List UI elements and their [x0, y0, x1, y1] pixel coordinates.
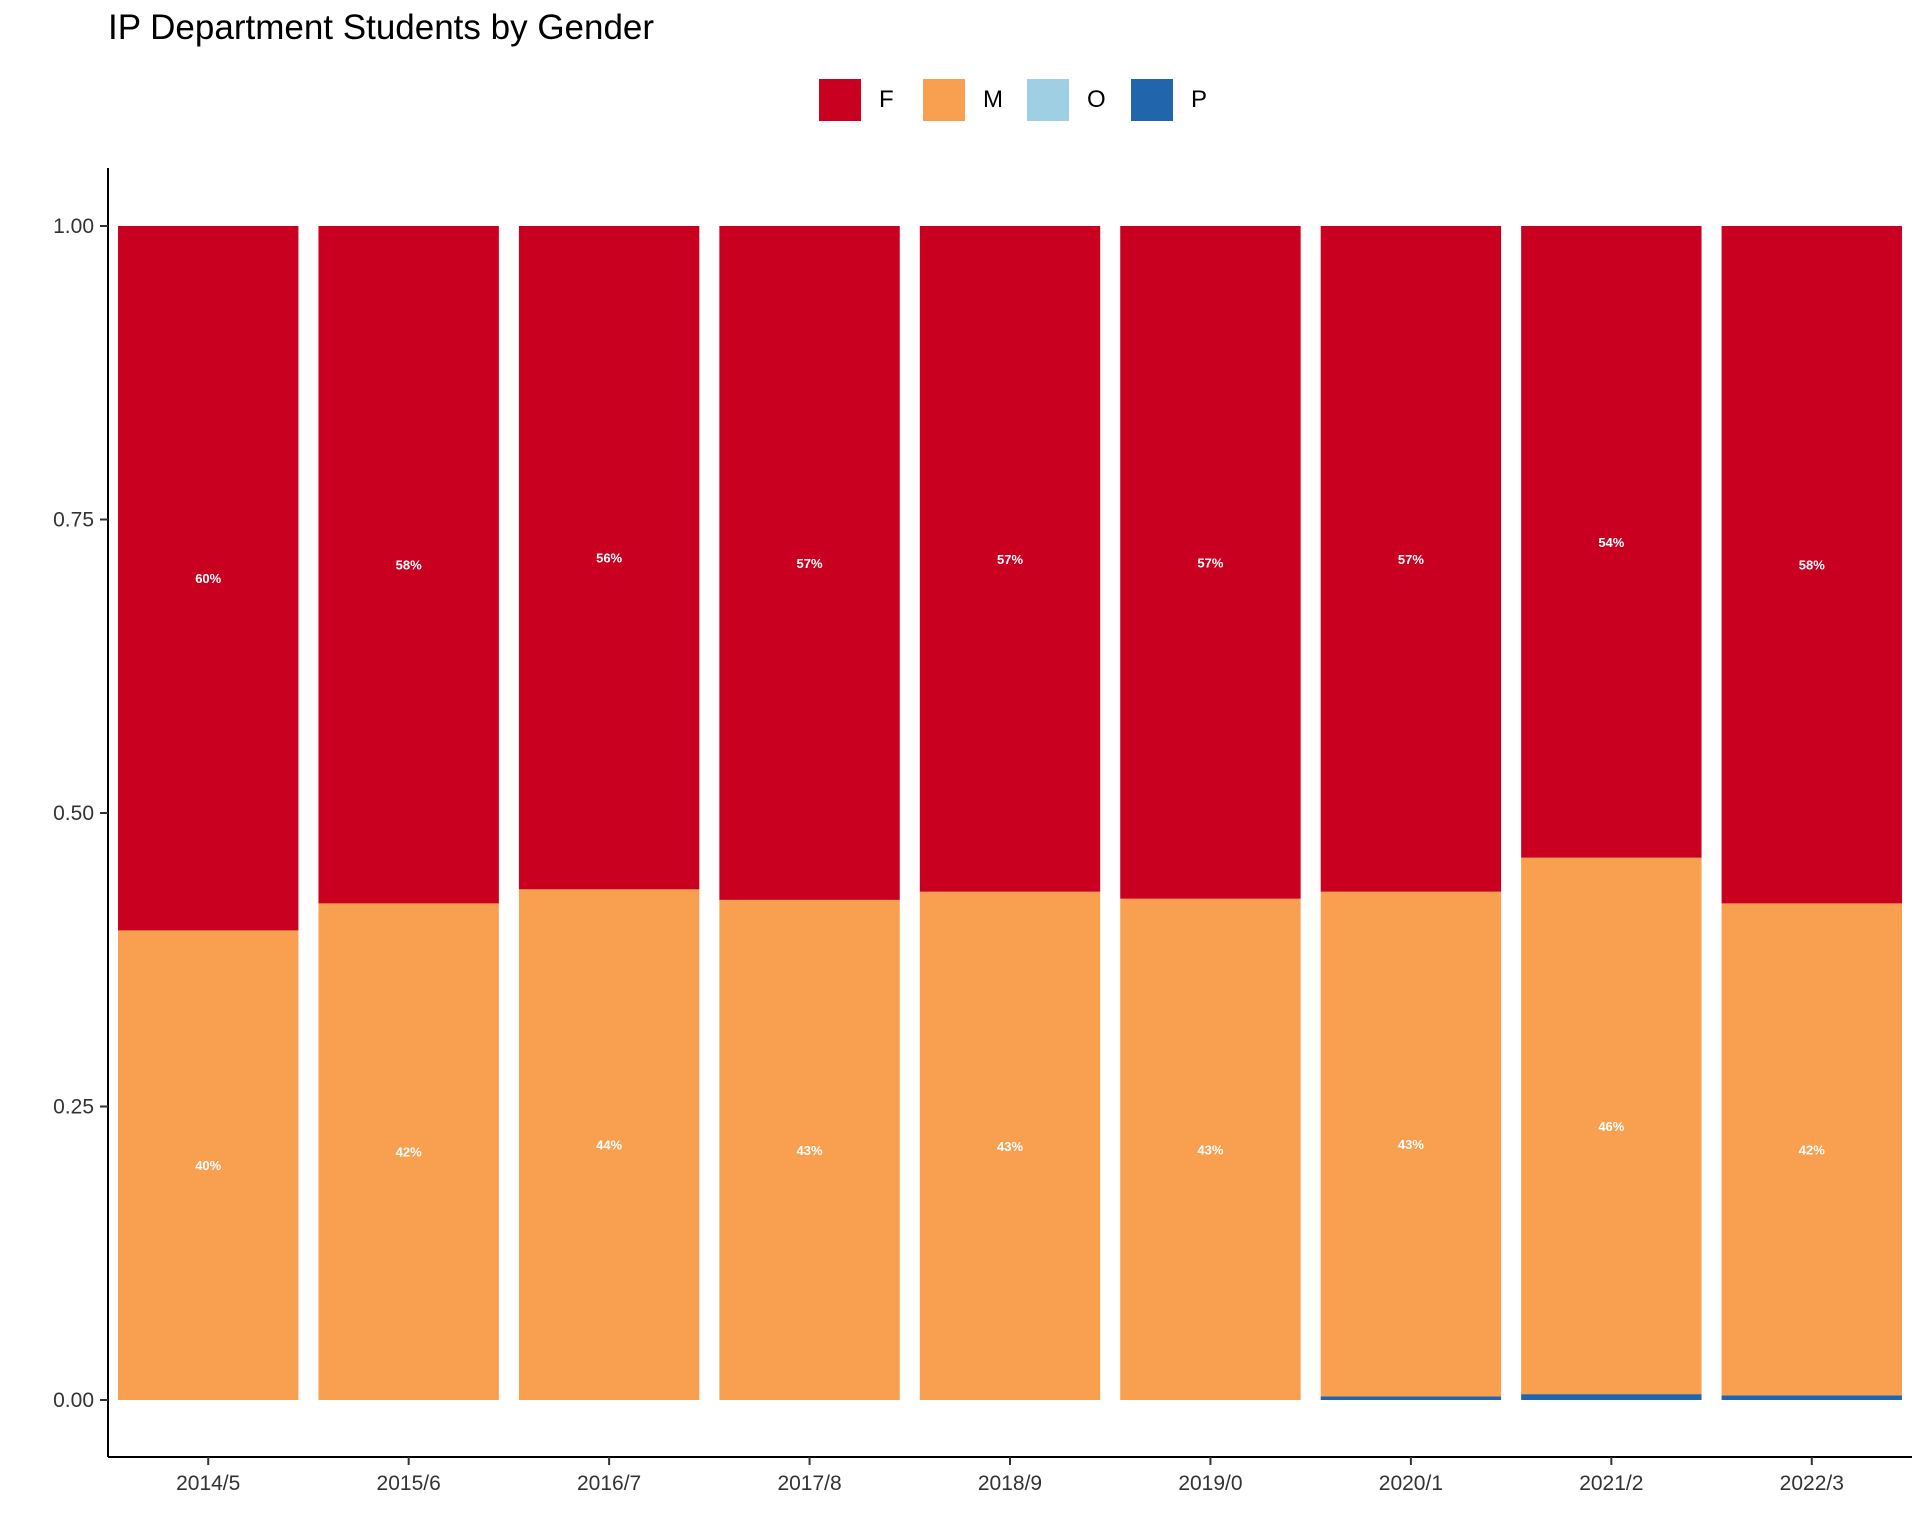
legend-label-f: F — [879, 86, 894, 113]
chart-title: IP Department Students by Gender — [108, 8, 655, 47]
data-label-f-2018-9: 57% — [997, 552, 1023, 567]
bar-m-2020-1 — [1320, 891, 1502, 1397]
legend-item-o: O — [1027, 78, 1107, 122]
x-tick-label: 2020/1 — [1379, 1472, 1443, 1495]
data-label-f-2021-2: 54% — [1598, 535, 1624, 550]
data-label-f-2022-3: 58% — [1799, 558, 1825, 573]
bar-m-2016-7 — [518, 889, 700, 1400]
x-tick-label: 2021/2 — [1579, 1472, 1643, 1495]
data-label-f-2015-6: 58% — [396, 558, 422, 573]
legend-swatch-p — [1131, 79, 1173, 121]
legend-label-o: O — [1087, 86, 1106, 113]
bar-f-2014-5 — [118, 226, 299, 931]
y-tick-label: 0.25 — [53, 1096, 94, 1119]
data-label-m-2021-2: 46% — [1598, 1119, 1624, 1134]
bar-m-2018-9 — [919, 891, 1101, 1400]
y-tick-label: 0.75 — [53, 509, 94, 532]
data-label-m-2017-8: 43% — [797, 1143, 823, 1158]
legend-label-p: P — [1191, 86, 1208, 113]
data-label-f-2019-0: 57% — [1197, 555, 1223, 570]
legend-item-m: M — [923, 78, 1003, 122]
bar-m-2022-3 — [1721, 903, 1902, 1396]
legend-item-p: P — [1131, 78, 1211, 122]
x-tick-label: 2019/0 — [1178, 1472, 1242, 1495]
legend-item-f: F — [819, 78, 899, 122]
bar-f-2022-3 — [1721, 226, 1902, 904]
x-tick-label: 2015/6 — [377, 1472, 441, 1495]
bar-p-2020-1 — [1320, 1396, 1502, 1400]
data-label-m-2018-9: 43% — [997, 1139, 1023, 1154]
bar-p-2022-3 — [1721, 1395, 1902, 1400]
bar-f-2016-7 — [518, 226, 700, 890]
data-label-f-2017-8: 57% — [797, 556, 823, 571]
bar-f-2021-2 — [1521, 226, 1702, 858]
legend-swatch-o — [1027, 79, 1069, 121]
bar-m-2021-2 — [1521, 857, 1702, 1395]
legend-label-m: M — [983, 86, 1003, 113]
legend-swatch-f — [819, 79, 861, 121]
y-tick-label: 0.00 — [53, 1389, 94, 1412]
bar-m-2017-8 — [719, 899, 900, 1400]
bar-f-2020-1 — [1320, 226, 1502, 892]
data-label-m-2020-1: 43% — [1398, 1137, 1424, 1152]
data-label-m-2019-0: 43% — [1197, 1142, 1223, 1157]
data-label-f-2020-1: 57% — [1398, 552, 1424, 567]
x-tick-label: 2016/7 — [577, 1472, 641, 1495]
bar-p-2021-2 — [1521, 1394, 1702, 1400]
y-tick-label: 1.00 — [53, 215, 94, 238]
x-tick-label: 2017/8 — [777, 1472, 841, 1495]
legend: F M O P — [0, 78, 1920, 122]
data-label-m-2015-6: 42% — [396, 1145, 422, 1160]
bar-m-2015-6 — [318, 903, 499, 1400]
y-tick-label: 0.50 — [53, 802, 94, 825]
bar-f-2017-8 — [719, 226, 900, 900]
x-tick-label: 2014/5 — [176, 1472, 240, 1495]
legend-swatch-m — [923, 79, 965, 121]
bar-m-2019-0 — [1120, 898, 1301, 1400]
bar-f-2019-0 — [1120, 226, 1301, 899]
x-tick-label: 2018/9 — [978, 1472, 1042, 1495]
data-label-f-2016-7: 56% — [596, 551, 622, 566]
data-label-m-2022-3: 42% — [1799, 1142, 1825, 1157]
bar-f-2015-6 — [318, 226, 499, 904]
bar-m-2014-5 — [118, 930, 299, 1400]
data-label-m-2016-7: 44% — [596, 1138, 622, 1153]
bar-f-2018-9 — [919, 226, 1101, 892]
data-label-f-2014-5: 60% — [195, 571, 221, 586]
data-label-m-2014-5: 40% — [195, 1158, 221, 1173]
x-tick-label: 2022/3 — [1780, 1472, 1844, 1495]
